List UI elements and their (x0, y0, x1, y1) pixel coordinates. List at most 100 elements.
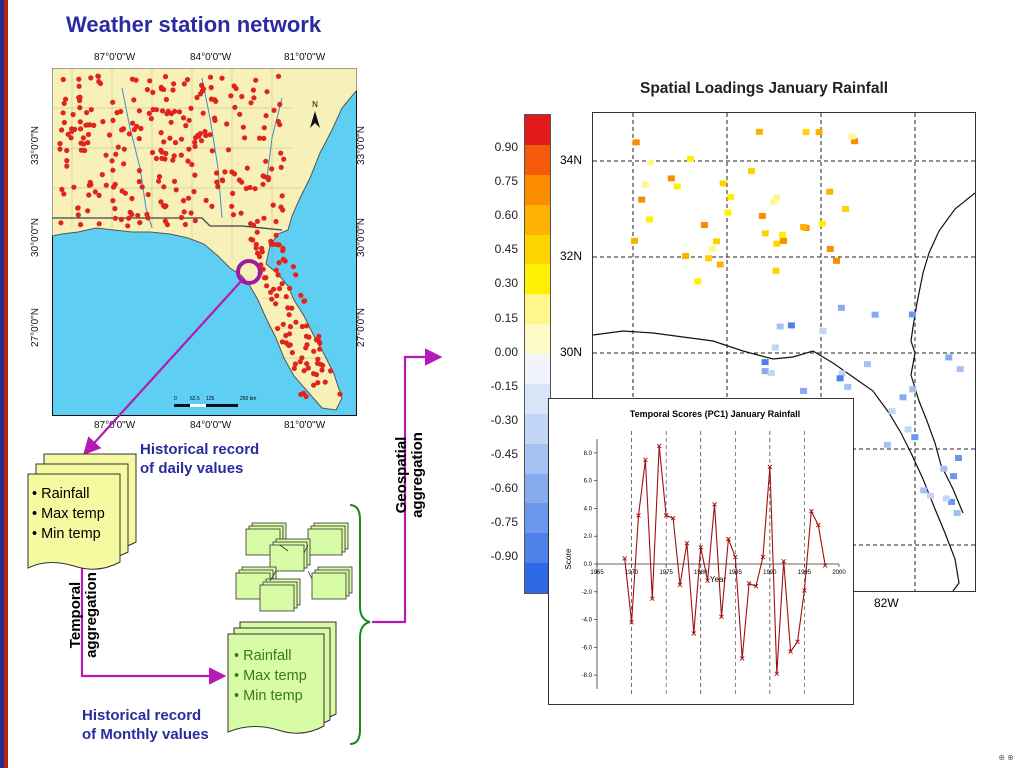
station-dot (276, 260, 282, 266)
chart-x-tick-label: 1995 (798, 570, 812, 576)
station-dot (129, 195, 135, 202)
page-number: ⊕ ⊕ (998, 753, 1014, 762)
station-dot (261, 215, 267, 221)
chart-data-point (629, 620, 634, 625)
daily-caption: Historical record of daily values (140, 440, 259, 478)
positive-loading-marker (667, 175, 675, 182)
temporal-scores-svg: Temporal Scores (PC1) January Rainfall S… (564, 409, 846, 697)
station-dot (237, 111, 243, 117)
station-dot (278, 164, 284, 170)
negative-loading-marker (836, 375, 844, 382)
station-dot (78, 222, 84, 228)
chart-data-point (663, 513, 669, 518)
colorbar-segment (525, 473, 550, 504)
station-dot (158, 86, 165, 92)
chart-data-point (677, 582, 683, 588)
station-dot (168, 111, 175, 117)
scale-bar: 0 62.5 125 250 km (174, 396, 256, 407)
geospatial-label-line-2: aggregation (409, 432, 426, 518)
station-dot (260, 181, 266, 187)
station-dot (178, 152, 184, 158)
station-dot (188, 105, 194, 111)
station-dot (265, 177, 271, 183)
chart-y-tick-label: 4.0 (584, 506, 593, 512)
station-dot (57, 141, 63, 147)
chart-y-tick-label: -4.0 (582, 618, 593, 624)
station-dot (121, 161, 127, 167)
station-dot (219, 177, 225, 183)
station-dot (230, 190, 236, 196)
station-dot (293, 272, 299, 278)
station-dot (273, 301, 279, 307)
station-dot (261, 135, 267, 141)
station-dot (271, 107, 277, 113)
chart-data-point (760, 554, 766, 560)
station-dot (311, 348, 317, 354)
geospatial-aggregation-arrow (372, 348, 443, 624)
station-dot (287, 324, 293, 330)
station-dot (110, 167, 116, 173)
spatial-lon-82w: 82W (874, 596, 899, 610)
station-dot (164, 111, 170, 117)
colorbar-segment (525, 563, 550, 593)
monthly-documents-stack (227, 621, 337, 734)
daily-variables-list: • Rainfall • Max temp • Min temp (32, 484, 105, 544)
monthly-item-min-temp: • Min temp (234, 688, 303, 704)
colorbar-segment (525, 234, 550, 265)
station-dot (188, 210, 194, 216)
station-dot (170, 87, 176, 93)
station-dot (252, 186, 258, 192)
scale-label-0: 0 (174, 396, 177, 402)
colorbar-tick-label: -0.75 (490, 515, 518, 530)
north-arrow: N (310, 100, 320, 128)
station-dot (228, 93, 234, 99)
station-dot (112, 181, 118, 187)
positive-loading-marker (770, 198, 777, 205)
station-dot (80, 135, 86, 141)
station-dot (199, 82, 205, 88)
negative-loading-marker (787, 322, 795, 329)
station-dot (280, 256, 286, 262)
station-dot (60, 76, 66, 83)
station-dot (100, 119, 106, 125)
station-dot (136, 108, 142, 114)
positive-loading-marker (713, 238, 720, 245)
monthly-group-brace (349, 504, 371, 745)
station-dot (180, 115, 187, 121)
daily-record-arrow (83, 277, 245, 456)
negative-loading-marker (948, 498, 955, 505)
station-dot (279, 339, 285, 345)
station-dot (197, 91, 204, 97)
station-dot (118, 216, 124, 223)
station-dot (148, 116, 154, 122)
colorbar-segment (525, 413, 550, 444)
chart-y-tick-label: -8.0 (582, 673, 593, 679)
station-dot (186, 117, 192, 123)
station-dot (144, 87, 150, 93)
station-dot (61, 100, 67, 106)
north-label: N (312, 100, 318, 109)
station-dot (276, 242, 282, 248)
station-dot (186, 146, 192, 152)
station-dot (78, 140, 84, 146)
chart-data-point (691, 631, 697, 636)
chart-y-axis-label: Score (564, 548, 573, 569)
station-dot (337, 391, 343, 397)
negative-loading-marker (888, 408, 896, 415)
station-dot (139, 184, 145, 190)
daily-item-rainfall: • Rainfall (32, 486, 90, 502)
station-dot (153, 107, 160, 113)
negative-loading-marker (904, 426, 912, 433)
station-dot (232, 104, 238, 110)
positive-loading-marker (687, 155, 694, 162)
station-dot (64, 147, 70, 154)
station-dot (158, 199, 164, 205)
negative-loading-marker (927, 492, 934, 499)
chart-series-line (624, 445, 826, 674)
positive-loading-marker (815, 129, 823, 136)
colorbar-segment (525, 324, 550, 354)
station-dot (58, 220, 64, 226)
station-dot (172, 140, 179, 146)
station-dot (192, 218, 198, 224)
positive-loading-marker (833, 257, 840, 264)
